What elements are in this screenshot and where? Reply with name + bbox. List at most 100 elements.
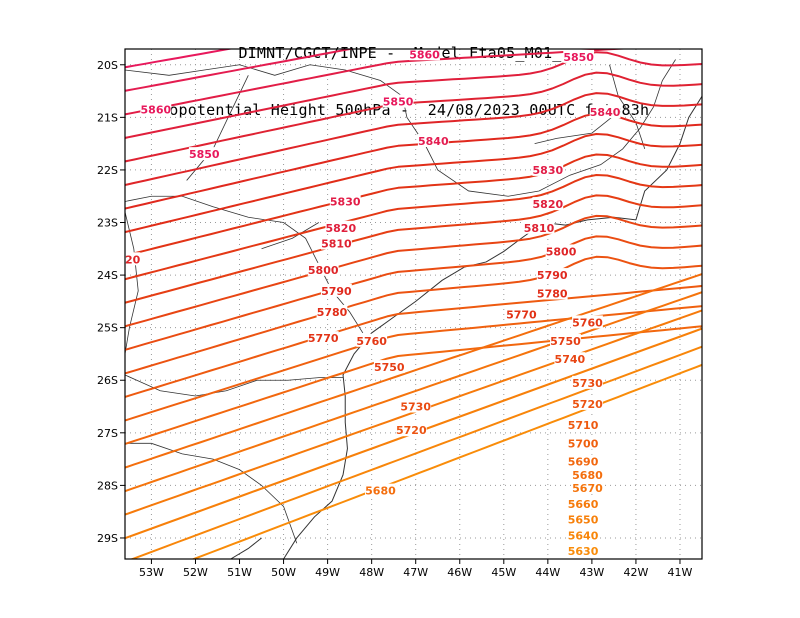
contour-label: 5810 <box>321 238 352 251</box>
contour-label: 5840 <box>590 106 621 119</box>
contour-5850 <box>125 49 235 69</box>
state-border <box>609 64 646 150</box>
contour-5820 <box>125 51 702 139</box>
y-tick-label: 22S <box>97 164 118 177</box>
state-border <box>534 111 619 145</box>
contour-label-bg <box>140 102 172 116</box>
state-border <box>125 442 298 544</box>
contour-label-bg <box>356 333 388 347</box>
x-tick-label: 44W <box>535 566 560 579</box>
y-tick-label: 25S <box>97 322 118 335</box>
contour-label: 5760 <box>572 316 603 329</box>
contour-label-bg <box>567 512 599 526</box>
y-tick-label: 20S <box>97 59 118 72</box>
contour-label-bg <box>400 399 432 413</box>
contour-label: 5750 <box>550 335 581 348</box>
contour-label-bg <box>545 244 577 258</box>
contour-label: 5730 <box>572 377 603 390</box>
contour-label-bg <box>321 236 352 250</box>
contour-5840 <box>125 49 356 92</box>
contour-label-bg <box>563 49 595 63</box>
state-border <box>125 374 344 397</box>
x-tick-label: 49W <box>315 566 340 579</box>
contour-label: 5820 <box>110 253 141 266</box>
contour-label: 5820 <box>326 222 357 235</box>
state-border <box>125 211 139 355</box>
contour-label: 5780 <box>317 306 348 319</box>
contour-label-bg <box>321 283 352 297</box>
plot-frame <box>124 48 703 560</box>
contour-label-bg <box>567 454 599 468</box>
contour-label: 5830 <box>533 164 564 177</box>
contour-label-bg <box>506 307 537 321</box>
contour-label: 5680 <box>365 485 396 498</box>
contour-5750 <box>125 194 702 304</box>
contour-label-bg <box>554 352 586 366</box>
contour-label: 5850 <box>189 148 220 161</box>
contour-label: 5840 <box>418 135 449 148</box>
contour-label-bg <box>409 49 440 61</box>
y-tick-label: 26S <box>97 374 118 387</box>
contour-label-bg <box>532 162 564 176</box>
contour-5680 <box>125 273 702 469</box>
coastline <box>230 537 262 559</box>
contour-label-bg <box>536 268 568 282</box>
contour-labels: 5860 5860 5850 5850 5850 5840 5840 5830 5830 5820… <box>110 49 621 558</box>
contour-label-bg <box>329 194 361 208</box>
contour-label-bg <box>572 467 603 481</box>
contour-5770 <box>125 153 702 257</box>
contour-label: 5780 <box>537 287 568 300</box>
contour-label: 5790 <box>537 269 568 282</box>
contour-label: 5830 <box>330 195 361 208</box>
contour-5670 <box>125 291 702 493</box>
contour-label-bg <box>567 528 599 542</box>
contour-label-bg <box>395 423 427 437</box>
contour-label: 5630 <box>568 545 599 558</box>
x-tick-label: 47W <box>403 566 428 579</box>
contour-label-bg <box>567 496 599 510</box>
contour-label: 5800 <box>308 264 339 277</box>
contour-label: 5820 <box>533 198 564 211</box>
contour-label-bg <box>567 417 599 431</box>
contour-5860 <box>112 0 718 46</box>
contour-label-bg <box>188 147 220 161</box>
contour-label: 5710 <box>568 419 599 432</box>
contour-label-bg <box>325 220 357 234</box>
contour-label-bg <box>417 134 449 148</box>
x-tick-label: 50W <box>271 566 296 579</box>
y-tick-label: 27S <box>97 427 118 440</box>
coastline <box>283 96 702 559</box>
x-tick-label: 43W <box>579 566 604 579</box>
contour-label: 5850 <box>563 51 594 64</box>
contour-5830 <box>125 49 633 116</box>
contour-5720 <box>125 255 702 375</box>
contour-label-bg <box>373 360 405 374</box>
y-tick-label: 21S <box>97 111 118 124</box>
height-contours <box>112 0 718 559</box>
contour-label: 5740 <box>555 353 586 366</box>
contour-label-bg <box>572 375 603 389</box>
contour-label: 5680 <box>572 469 603 482</box>
contour-label-bg <box>567 544 599 558</box>
contour-label: 5720 <box>572 398 603 411</box>
contour-label: 5860 <box>141 103 172 116</box>
x-tick-label: 52W <box>183 566 208 579</box>
contour-label: 5800 <box>546 245 577 258</box>
contour-label-bg <box>589 105 621 119</box>
contour-5700 <box>125 305 702 422</box>
y-tick-label: 24S <box>97 269 118 282</box>
contour-label-bg <box>365 483 396 497</box>
contour-label: 5670 <box>572 482 603 495</box>
contour-label: 5770 <box>506 309 537 322</box>
contour-label: 5770 <box>308 332 339 345</box>
contour-label: 5730 <box>400 401 431 414</box>
contour-label: 5660 <box>568 498 599 511</box>
state-border <box>186 75 249 181</box>
contour-label-bg <box>572 396 603 410</box>
y-tick-label: 28S <box>97 479 118 492</box>
contour-label-bg <box>382 94 414 108</box>
x-tick-label: 53W <box>139 566 164 579</box>
x-tick-label: 45W <box>491 566 516 579</box>
contour-label-bg <box>567 436 599 450</box>
